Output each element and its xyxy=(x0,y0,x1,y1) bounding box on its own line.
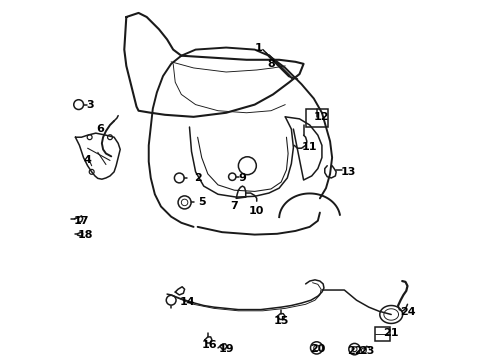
Text: 9: 9 xyxy=(238,173,246,183)
Text: 22: 22 xyxy=(346,346,362,356)
Text: 14: 14 xyxy=(179,297,195,307)
Text: 7: 7 xyxy=(230,202,238,211)
Bar xyxy=(305,109,327,127)
Text: 21: 21 xyxy=(383,328,398,338)
Text: 24: 24 xyxy=(399,307,414,318)
Text: 16: 16 xyxy=(202,340,217,350)
Circle shape xyxy=(181,199,187,206)
Circle shape xyxy=(87,135,92,140)
Circle shape xyxy=(174,173,184,183)
Circle shape xyxy=(166,295,176,305)
Text: 17: 17 xyxy=(74,216,89,226)
Circle shape xyxy=(228,173,235,180)
Circle shape xyxy=(348,343,360,355)
Text: 8: 8 xyxy=(266,59,274,69)
Circle shape xyxy=(313,345,319,351)
Circle shape xyxy=(178,196,191,209)
Text: 3: 3 xyxy=(86,100,93,109)
Text: 2: 2 xyxy=(193,173,201,183)
Text: 20: 20 xyxy=(309,344,325,354)
Text: 4: 4 xyxy=(83,155,91,165)
Circle shape xyxy=(74,100,83,109)
Circle shape xyxy=(238,157,256,175)
Text: 12: 12 xyxy=(313,112,329,122)
Text: 23: 23 xyxy=(358,346,374,356)
Text: 18: 18 xyxy=(78,230,93,240)
Text: 13: 13 xyxy=(340,167,355,177)
Circle shape xyxy=(351,347,356,352)
Text: 10: 10 xyxy=(248,206,264,216)
Circle shape xyxy=(310,342,322,354)
Circle shape xyxy=(361,348,366,353)
Text: 15: 15 xyxy=(273,316,288,325)
Text: 6: 6 xyxy=(96,124,103,134)
Text: 19: 19 xyxy=(218,344,233,354)
Text: 5: 5 xyxy=(198,197,205,207)
Text: 1: 1 xyxy=(254,42,262,53)
Text: 11: 11 xyxy=(301,143,317,152)
Bar xyxy=(374,327,389,341)
Circle shape xyxy=(107,135,112,140)
Circle shape xyxy=(89,170,94,174)
